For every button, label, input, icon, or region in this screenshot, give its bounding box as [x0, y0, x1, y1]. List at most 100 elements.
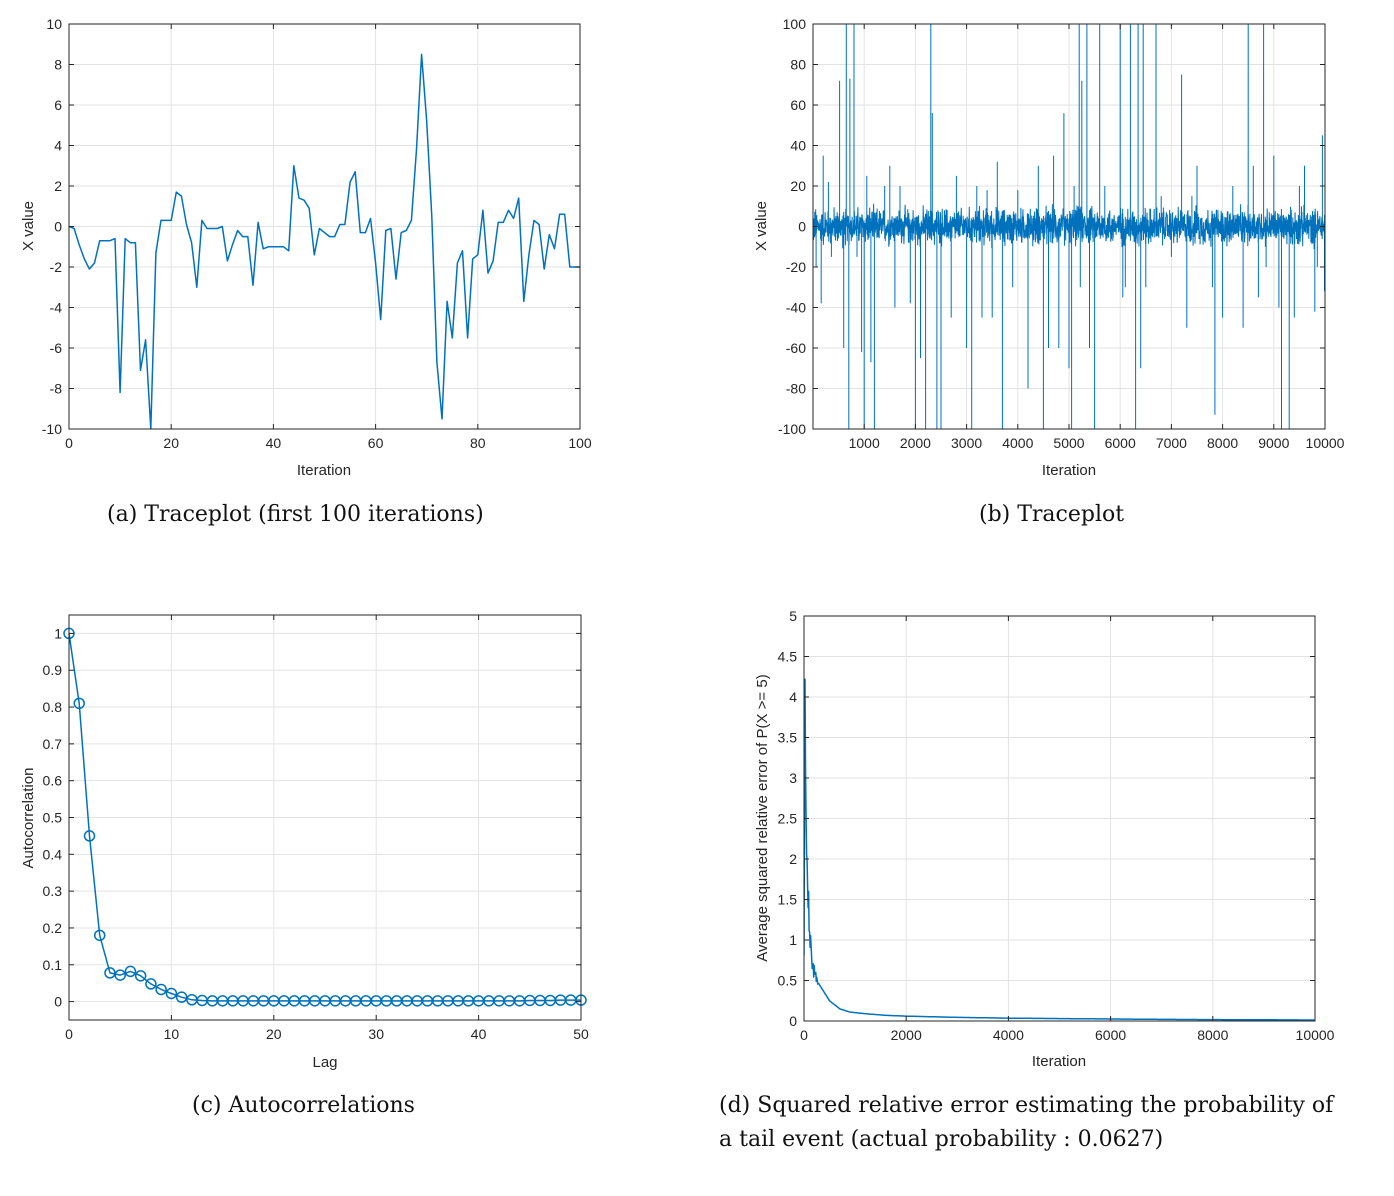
y-axis-label-c: Autocorrelation [20, 768, 37, 869]
y-tick-label-a: -8 [50, 381, 63, 397]
x-tick-label-c: 50 [573, 1026, 589, 1042]
x-tick-label-c: 0 [65, 1026, 73, 1042]
x-tick-label-b: 7000 [1156, 435, 1187, 451]
autocorrelation-point [134, 970, 147, 982]
x-tick-label-a: 40 [266, 435, 282, 451]
y-tick-label-a: -2 [50, 259, 63, 275]
y-tick-label-d: 3 [789, 770, 797, 786]
y-tick-label-a: 0 [54, 219, 62, 235]
x-tick-label-d: 2000 [891, 1027, 922, 1043]
y-tick-label-c: 0.7 [43, 736, 63, 752]
autocorrelation-point [124, 965, 137, 978]
y-tick-label-c: 0.6 [43, 773, 63, 789]
x-axis-label-d: Iteration [1032, 1053, 1086, 1070]
y-tick-label-b: 0 [798, 219, 806, 235]
caption-d-line2: a tail event (actual probability : 0.062… [719, 1127, 1164, 1152]
y-tick-label-d: 4.5 [778, 649, 798, 665]
y-tick-label-b: 20 [790, 178, 806, 194]
y-tick-label-a: -10 [42, 421, 62, 437]
y-tick-label-a: 10 [46, 16, 62, 32]
autocorrelation-point [93, 929, 106, 942]
caption-d-line1: (d) Squared relative error estimating th… [719, 1093, 1334, 1118]
y-tick-label-b: 40 [790, 138, 806, 154]
y-tick-label-d: 0 [789, 1013, 797, 1029]
y-tick-label-b: 80 [790, 57, 806, 73]
x-tick-label-a: 60 [368, 435, 384, 451]
plot-area-d: 0 2000 4000 6000 8000 10000 0 0.5 1 1.5 2 2.5 3 3.5 4 4… [778, 608, 1335, 1043]
trace-line-a [69, 53, 580, 429]
x-tick-label-d: 6000 [1095, 1027, 1126, 1043]
y-tick-label-b: -60 [786, 340, 806, 356]
y-tick-label-b: 60 [790, 97, 806, 113]
x-tick-label-d: 8000 [1197, 1027, 1228, 1043]
autocorrelation-line [68, 633, 581, 1002]
x-axis-label-b: Iteration [1042, 462, 1096, 479]
y-tick-label-d: 1.5 [778, 892, 798, 908]
y-tick-label-d: 0.5 [778, 973, 798, 989]
y-tick-label-a: -4 [50, 300, 63, 316]
trace-line-b [813, 24, 1325, 429]
y-tick-label-d: 3.5 [778, 730, 798, 746]
y-axis-label-b: X value [753, 201, 770, 251]
caption-a: (a) Traceplot (first 100 iterations) [107, 502, 484, 527]
plot-area-c: 0 10 20 30 40 50 0 0.1 0.2 0.3 0.4 0.5 0.6 0.7 0.8 0.9 1 [43, 614, 589, 1042]
y-tick-label-d: 1 [789, 932, 797, 948]
x-tick-label-a: 0 [65, 435, 73, 451]
y-tick-label-c: 0.1 [43, 957, 63, 973]
y-tick-label-c: 0.8 [43, 699, 63, 715]
x-tick-label-d: 10000 [1296, 1027, 1335, 1043]
autocorrelation-point [175, 991, 188, 1003]
x-tick-label-b: 8000 [1207, 435, 1238, 451]
x-tick-label-b: 6000 [1105, 435, 1136, 451]
y-axis-label-d: Average squared relative error of P(X >=… [754, 674, 771, 961]
y-tick-label-b: -40 [786, 300, 806, 316]
x-tick-label-c: 30 [368, 1026, 384, 1042]
autocorrelation-point [83, 830, 96, 842]
caption-b: (b) Traceplot [979, 502, 1125, 527]
x-tick-label-c: 20 [266, 1026, 282, 1042]
y-tick-label-b: -20 [786, 259, 806, 275]
y-tick-label-b: 100 [783, 16, 807, 32]
x-tick-label-d: 4000 [993, 1027, 1024, 1043]
autocorrelation-point [145, 978, 157, 990]
x-tick-label-b: 1000 [849, 435, 880, 451]
x-tick-label-b: 5000 [1053, 435, 1084, 451]
y-tick-label-c: 1 [54, 625, 62, 641]
y-tick-label-b: -100 [778, 421, 806, 437]
x-tick-label-b: 4000 [1002, 435, 1033, 451]
x-tick-label-b: 3000 [951, 435, 982, 451]
y-tick-label-c: 0.3 [43, 883, 63, 899]
x-tick-label-c: 10 [164, 1026, 180, 1042]
x-tick-label-a: 20 [163, 435, 179, 451]
y-tick-label-a: 8 [54, 57, 62, 73]
x-axis-label-a: Iteration [297, 462, 351, 479]
y-tick-label-c: 0.9 [43, 662, 63, 678]
autocorrelation-point [114, 969, 126, 981]
y-tick-label-c: 0 [54, 994, 62, 1010]
x-axis-label-c: Lag [312, 1054, 337, 1071]
x-tick-label-b: 10000 [1306, 435, 1345, 451]
autocorrelation-point [165, 987, 178, 1000]
y-axis-label-a: X value [20, 201, 37, 251]
error-line-d [804, 678, 1315, 1021]
y-tick-label-a: 2 [54, 178, 62, 194]
y-tick-label-c: 0.5 [43, 810, 63, 826]
y-tick-label-a: 6 [54, 97, 62, 113]
y-tick-label-a: -6 [50, 340, 63, 356]
y-tick-label-d: 4 [789, 689, 797, 705]
y-tick-label-d: 2.5 [778, 811, 798, 827]
plot-area-b: 1000 2000 3000 4000 5000 6000 7000 8000 9000 1000… [778, 16, 1345, 451]
autocorrelation-point [155, 983, 167, 996]
y-tick-label-d: 2 [789, 851, 797, 867]
y-tick-label-a: 4 [54, 138, 62, 154]
x-tick-label-b: 2000 [900, 435, 931, 451]
x-tick-label-c: 40 [471, 1026, 487, 1042]
x-tick-label-a: 100 [568, 435, 592, 451]
y-tick-label-c: 0.2 [43, 920, 63, 936]
y-tick-label-c: 0.4 [43, 846, 63, 862]
x-tick-label-b: 9000 [1258, 435, 1289, 451]
